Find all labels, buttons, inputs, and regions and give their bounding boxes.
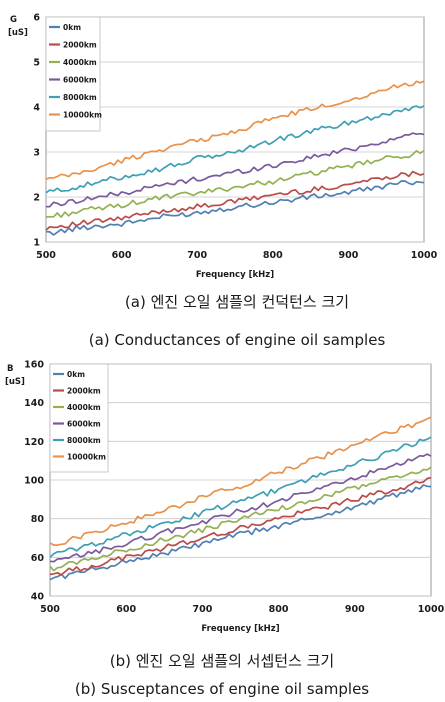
x-tick-label: 600 [112, 250, 132, 261]
legend-label-0km: 0km [63, 23, 81, 32]
x-tick-label: 900 [338, 250, 358, 261]
y-tick-label: 1 [33, 238, 40, 249]
legend-label-4000km: 4000km [67, 403, 101, 412]
series-line-10000km [49, 416, 432, 546]
x-tick-label: 700 [192, 604, 212, 615]
series-line-4000km [49, 466, 432, 572]
y-tick-label: 5 [33, 58, 40, 69]
y-tick-label: 3 [33, 148, 40, 159]
x-tick-label: 700 [187, 250, 207, 261]
y-axis-unit: [uS] [5, 377, 25, 387]
y-tick-label: 2 [33, 193, 40, 204]
series-line-8000km [49, 436, 432, 558]
y-axis-symbol: G [10, 15, 17, 25]
y-axis-unit: [uS] [8, 28, 28, 38]
series-line-6000km [45, 132, 425, 208]
y-tick-label: 40 [31, 592, 45, 603]
series-line-0km [49, 484, 432, 581]
x-tick-label: 800 [263, 250, 283, 261]
y-tick-label: 80 [31, 514, 45, 525]
y-tick-label: 100 [24, 476, 44, 487]
caption-a-korean: (a) 엔진 오일 샘플의 컨덕턴스 크기 [125, 293, 349, 311]
x-axis-label: Frequency [kHz] [201, 624, 279, 634]
x-tick-label: 1000 [411, 250, 438, 261]
x-tick-label: 600 [116, 604, 136, 615]
y-tick-label: 160 [24, 360, 44, 371]
series-line-2000km [49, 476, 432, 576]
caption-b-english: (b) Susceptances of engine oil samples [75, 680, 369, 698]
legend-label-8000km: 8000km [67, 436, 101, 445]
y-tick-label: 6 [33, 13, 40, 24]
legend [45, 16, 101, 132]
caption-b-korean: (b) 엔진 오일 샘플의 서셉턴스 크기 [110, 652, 334, 670]
x-axis-label: Frequency [kHz] [196, 270, 274, 280]
legend [49, 363, 109, 473]
legend-label-10000km: 10000km [67, 453, 106, 462]
legend-label-4000km: 4000km [63, 58, 97, 67]
x-tick-label: 500 [36, 250, 56, 261]
y-tick-label: 4 [33, 103, 40, 114]
x-tick-label: 1000 [418, 604, 445, 615]
y-tick-label: 60 [31, 553, 45, 564]
legend-label-6000km: 6000km [67, 420, 101, 429]
susceptance-chart: 40 60 80 100 120 140 160 500 600 700 800 900 1000 B [u… [5, 360, 445, 635]
conductance-chart: 1 2 3 4 5 6 500 600 700 800 900 1000 G [uS] Frequency … [8, 13, 438, 281]
legend-label-0km: 0km [67, 370, 85, 379]
series-line-6000km [49, 453, 432, 563]
x-tick-label: 900 [345, 604, 365, 615]
x-tick-label: 800 [269, 604, 289, 615]
legend-label-10000km: 10000km [63, 111, 102, 120]
caption-a-english: (a) Conductances of engine oil samples [89, 331, 386, 349]
legend-label-2000km: 2000km [63, 41, 97, 50]
series-line-10000km [45, 80, 425, 180]
legend-label-8000km: 8000km [63, 93, 97, 102]
series-line-4000km [45, 150, 425, 218]
series-line-2000km [45, 170, 425, 231]
legend-label-6000km: 6000km [63, 76, 97, 85]
series-line-8000km [45, 105, 425, 194]
y-axis-symbol: B [7, 364, 13, 374]
y-tick-label: 120 [24, 437, 44, 448]
x-tick-label: 500 [40, 604, 60, 615]
y-tick-label: 140 [24, 398, 44, 409]
series-line-0km [45, 180, 425, 236]
legend-label-2000km: 2000km [67, 387, 101, 396]
